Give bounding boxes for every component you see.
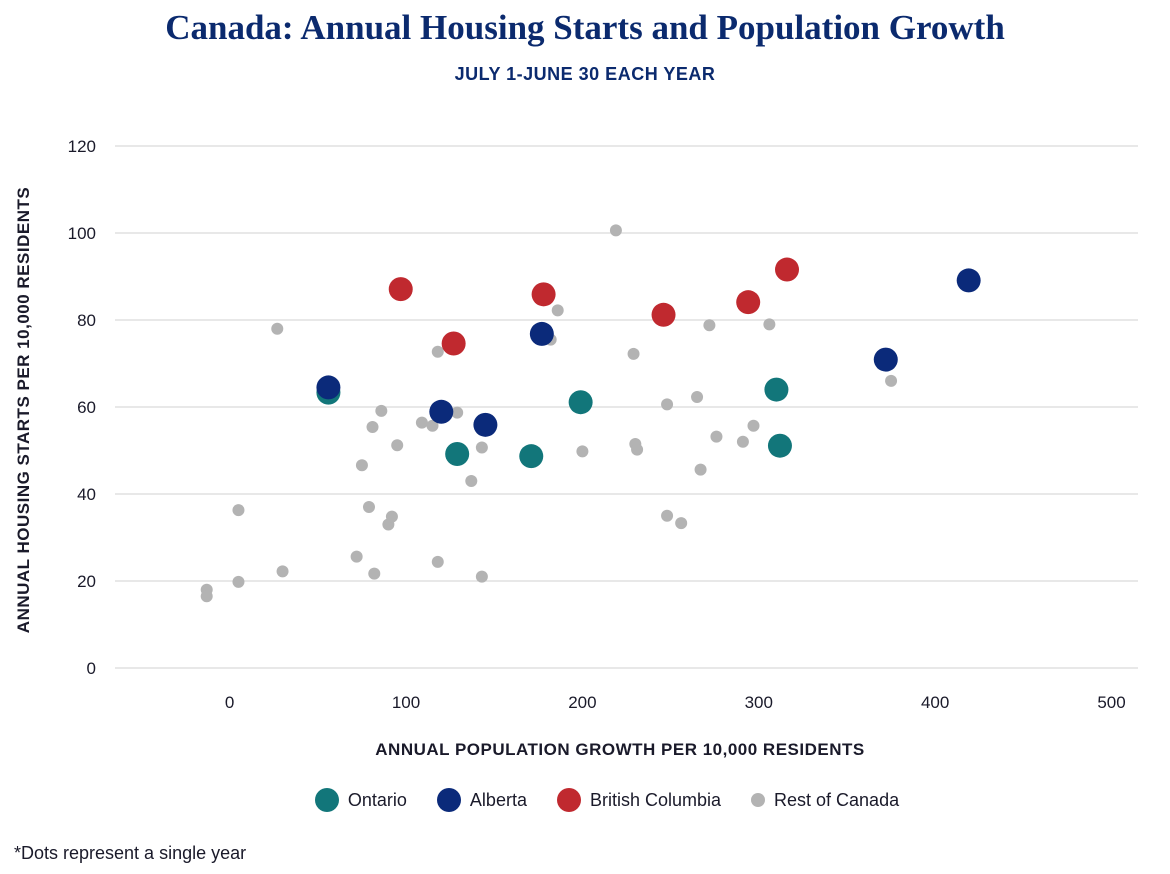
point-british-columbia (531, 282, 556, 307)
point-rest-of-canada (675, 517, 688, 530)
footnote: *Dots represent a single year (14, 843, 247, 863)
y-tick-label: 60 (77, 398, 96, 417)
legend-swatch-rest-of-canada (751, 793, 766, 807)
legend-label-ontario: Ontario (347, 789, 407, 810)
point-rest-of-canada (375, 404, 388, 417)
legend: Ontario Alberta British Columbia Rest of… (0, 788, 1170, 812)
y-axis-label: ANNUAL HOUSING STARTS PER 10,000 RESIDEN… (14, 186, 33, 634)
point-british-columbia (736, 290, 761, 315)
point-rest-of-canada (885, 374, 898, 387)
legend-item-rest-of-canada: Rest of Canada (751, 790, 899, 811)
point-rest-of-canada (763, 318, 776, 331)
point-ontario (767, 433, 792, 458)
legend-label-rest-of-canada: Rest of Canada (774, 789, 900, 810)
y-tick-label: 20 (77, 572, 96, 591)
point-rest-of-canada (576, 445, 589, 458)
point-rest-of-canada (232, 504, 245, 517)
legend-swatch-alberta (436, 788, 461, 812)
point-rest-of-canada (475, 441, 488, 454)
point-rest-of-canada (703, 319, 716, 332)
x-tick-label: 400 (921, 693, 949, 712)
point-rest-of-canada (232, 575, 245, 588)
point-rest-of-canada (551, 304, 564, 317)
point-british-columbia (651, 302, 676, 327)
point-rest-of-canada (465, 474, 478, 487)
point-rest-of-canada (368, 567, 381, 580)
point-rest-of-canada (475, 570, 488, 583)
x-tick-label: 300 (745, 693, 773, 712)
point-rest-of-canada (276, 565, 289, 578)
legend-item-ontario: Ontario (314, 788, 407, 812)
point-rest-of-canada (415, 416, 428, 429)
point-rest-of-canada (694, 463, 707, 476)
legend-label-alberta: Alberta (469, 789, 527, 810)
chart-title: Canada: Annual Housing Starts and Popula… (165, 8, 1005, 47)
legend-item-alberta: Alberta (436, 788, 527, 812)
point-rest-of-canada (661, 509, 674, 522)
x-tick-labels: 0 100 200 300 400 500 (225, 693, 1126, 712)
point-alberta (316, 375, 341, 400)
data-points (200, 224, 981, 603)
point-rest-of-canada (355, 459, 368, 472)
point-rest-of-canada (271, 322, 284, 335)
x-tick-label: 0 (225, 693, 234, 712)
chart-subtitle: JULY 1-JUNE 30 EACH YEAR (454, 64, 716, 84)
point-alberta (873, 347, 898, 372)
legend-item-british-columbia: British Columbia (556, 788, 722, 812)
y-tick-label: 100 (68, 224, 96, 243)
point-alberta (956, 268, 981, 293)
point-rest-of-canada (451, 406, 464, 419)
legend-swatch-british-columbia (556, 788, 581, 812)
point-rest-of-canada (710, 430, 723, 443)
point-rest-of-canada (431, 555, 444, 568)
point-rest-of-canada (385, 510, 398, 523)
point-ontario (519, 444, 544, 469)
point-rest-of-canada (200, 590, 213, 603)
x-axis-label: ANNUAL POPULATION GROWTH PER 10,000 RESI… (375, 740, 865, 759)
point-ontario (568, 390, 593, 415)
point-british-columbia (441, 331, 466, 356)
point-rest-of-canada (661, 398, 674, 411)
point-rest-of-canada (691, 390, 704, 403)
point-rest-of-canada (609, 224, 622, 237)
y-tick-label: 80 (77, 311, 96, 330)
y-tick-label: 120 (68, 137, 96, 156)
point-rest-of-canada (631, 443, 644, 456)
y-tick-labels: 0 20 40 60 80 100 120 (68, 137, 96, 678)
point-british-columbia (775, 257, 800, 282)
point-ontario (445, 441, 470, 466)
point-alberta (429, 399, 454, 424)
point-rest-of-canada (747, 419, 760, 432)
legend-label-british-columbia: British Columbia (589, 789, 722, 810)
point-rest-of-canada (391, 439, 404, 452)
point-rest-of-canada (627, 347, 640, 360)
x-tick-label: 500 (1097, 693, 1125, 712)
x-tick-label: 100 (392, 693, 420, 712)
y-tick-label: 40 (77, 485, 96, 504)
point-rest-of-canada (362, 501, 375, 514)
y-tick-label: 0 (87, 659, 96, 678)
point-rest-of-canada (426, 419, 439, 432)
point-rest-of-canada (366, 421, 379, 434)
point-rest-of-canada (350, 550, 363, 563)
point-rest-of-canada (736, 435, 749, 448)
point-alberta (473, 412, 498, 437)
legend-swatch-ontario (314, 788, 339, 812)
point-british-columbia (388, 277, 413, 302)
point-ontario (764, 377, 789, 402)
point-alberta (529, 321, 554, 346)
x-tick-label: 200 (568, 693, 596, 712)
point-rest-of-canada (431, 345, 444, 358)
grid-lines (115, 145, 1138, 669)
